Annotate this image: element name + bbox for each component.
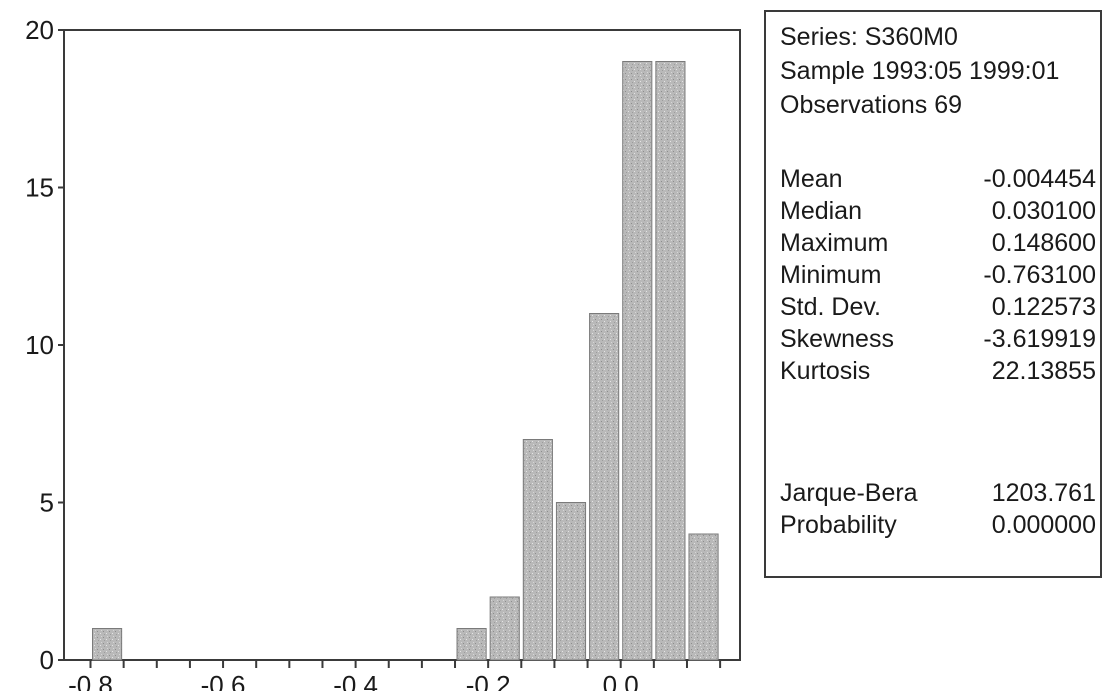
x-tick-label: -0.2 bbox=[466, 670, 511, 691]
stat-label: Median bbox=[780, 197, 862, 225]
histogram-bar-5 bbox=[589, 313, 620, 661]
stat-label: Std. Dev. bbox=[780, 293, 881, 321]
histogram-bar-3 bbox=[522, 439, 553, 661]
histogram-bar-1 bbox=[456, 628, 487, 661]
stat-label: Mean bbox=[780, 165, 843, 193]
x-tick-label: -0.8 bbox=[68, 670, 113, 691]
stat-label: Kurtosis bbox=[780, 357, 871, 385]
stat-row-skewness: Skewness -3.619919 bbox=[780, 324, 1096, 354]
histogram-bar-4 bbox=[555, 502, 587, 661]
observations-count: Observations 69 bbox=[780, 91, 963, 119]
stat-value: 0.030100 bbox=[991, 197, 1096, 225]
bars-layer bbox=[92, 61, 719, 661]
histogram-bar-2 bbox=[489, 596, 520, 661]
stat-row-jarque-bera: Jarque-Bera 1203.761 bbox=[780, 478, 1096, 508]
stat-value: 22.13855 bbox=[991, 357, 1096, 385]
x-tick-label: 0.0 bbox=[603, 670, 639, 691]
stat-row-maximum: Maximum 0.148600 bbox=[780, 228, 1096, 258]
series-name: Series: S360M0 bbox=[780, 23, 958, 51]
histogram-bar-0 bbox=[92, 628, 123, 661]
sample-range: Sample 1993:05 1999:01 bbox=[780, 57, 1060, 85]
y-tick-label: 5 bbox=[40, 488, 54, 518]
x-tick-label: -0.6 bbox=[201, 670, 246, 691]
x-axis: -0.8 -0.6 -0.4 -0.2 0.0 bbox=[68, 660, 722, 691]
stat-value: 1203.761 bbox=[991, 479, 1096, 507]
stat-row-mean: Mean -0.004454 bbox=[780, 164, 1096, 194]
stat-value: -0.763100 bbox=[983, 261, 1096, 289]
stat-row-kurtosis: Kurtosis 22.13855 bbox=[780, 356, 1096, 386]
x-tick-label: -0.4 bbox=[333, 670, 378, 691]
stat-value: 0.122573 bbox=[991, 293, 1096, 321]
histogram-bar-6 bbox=[622, 61, 653, 661]
histogram-bar-8 bbox=[688, 533, 719, 661]
statistics-panel: Series: S360M0 Sample 1993:05 1999:01 Ob… bbox=[764, 10, 1102, 578]
y-tick-label: 20 bbox=[25, 15, 54, 45]
stat-value: 0.148600 bbox=[991, 229, 1096, 257]
stat-value: -0.004454 bbox=[983, 165, 1096, 193]
stat-row-probability: Probability 0.000000 bbox=[780, 510, 1096, 540]
y-axis: 0 5 10 15 20 bbox=[25, 15, 64, 675]
stat-label: Skewness bbox=[780, 325, 894, 353]
stat-value: 0.000000 bbox=[991, 511, 1096, 539]
y-tick-label: 10 bbox=[25, 330, 54, 360]
stat-row-std-dev: Std. Dev. 0.122573 bbox=[780, 292, 1096, 322]
stat-label: Probability bbox=[780, 511, 897, 539]
stat-label: Maximum bbox=[780, 229, 889, 257]
histogram-bar-7 bbox=[655, 61, 686, 661]
stat-label: Jarque-Bera bbox=[780, 479, 918, 507]
stat-value: -3.619919 bbox=[983, 325, 1096, 353]
y-tick-label: 0 bbox=[40, 645, 54, 675]
histogram-chart: 0 5 10 15 20 -0.8 -0.6 -0.4 -0.2 0.0 bbox=[25, 15, 741, 691]
stat-row-median: Median 0.030100 bbox=[780, 196, 1096, 226]
stat-row-minimum: Minimum -0.763100 bbox=[780, 260, 1096, 290]
stat-label: Minimum bbox=[780, 261, 882, 289]
y-tick-label: 15 bbox=[25, 173, 54, 203]
